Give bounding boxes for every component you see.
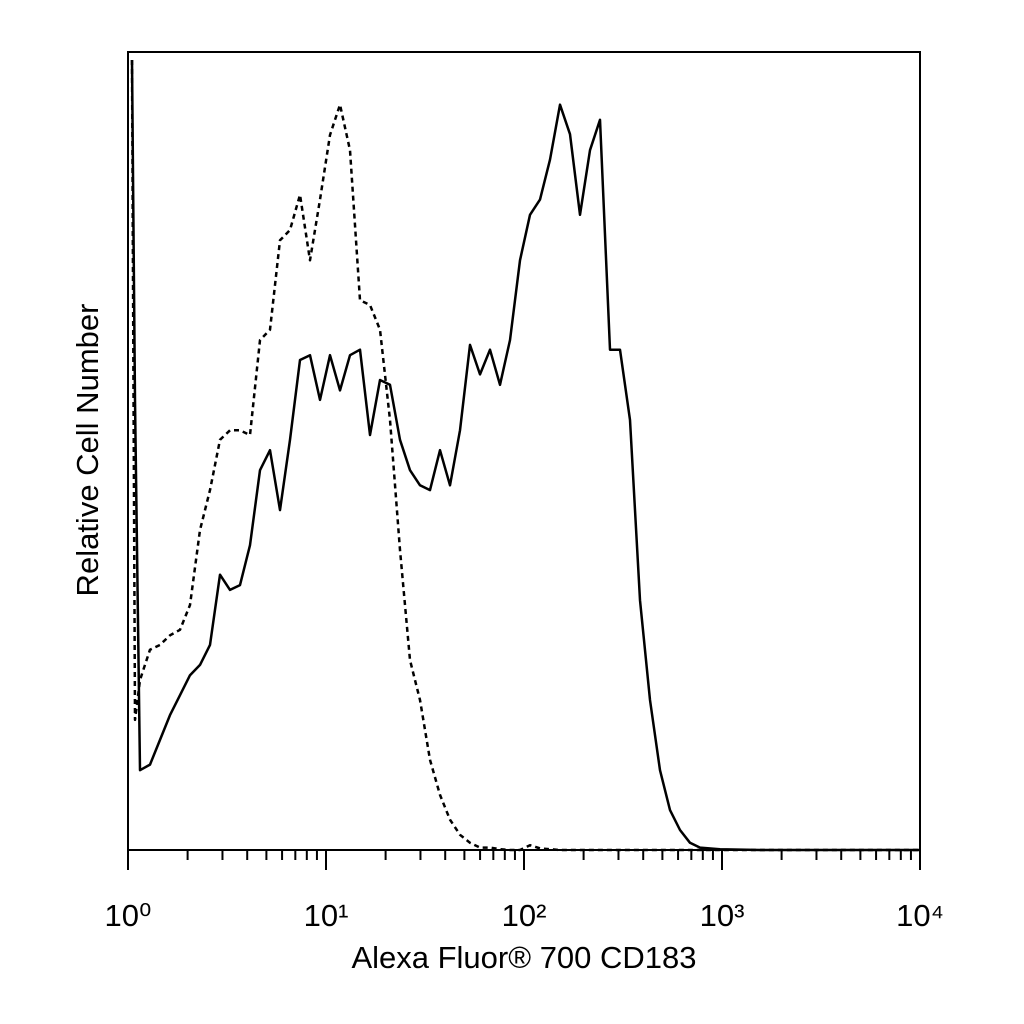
x-tick-label: 10¹ bbox=[304, 898, 349, 933]
x-tick-label: 10² bbox=[502, 898, 547, 933]
histogram-line bbox=[130, 59, 920, 852]
x-tick-label: 10⁴ bbox=[896, 898, 944, 933]
y-axis-title: Relative Cell Number bbox=[70, 304, 105, 597]
x-axis-title: Alexa Fluor® 700 CD183 bbox=[351, 940, 696, 975]
histogram-line bbox=[130, 59, 920, 852]
plot-frame bbox=[127, 51, 921, 851]
x-tick-label: 10⁰ bbox=[105, 898, 152, 933]
x-tick-label: 10³ bbox=[700, 898, 745, 933]
